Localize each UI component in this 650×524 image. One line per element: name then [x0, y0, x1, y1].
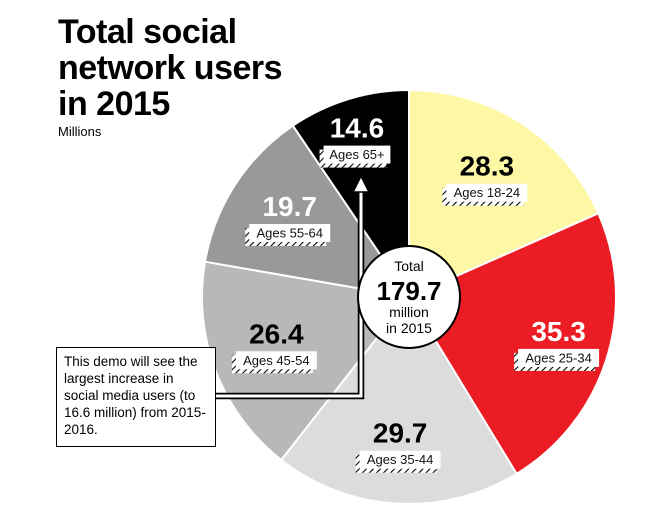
center-total-unit: million	[389, 304, 429, 320]
pie-slice-ages-25-34	[407, 212, 617, 476]
slice-value-ages-18-24: 28.3	[460, 151, 515, 182]
slice-value-ages-45-54: 26.4	[249, 318, 304, 349]
slice-label-box-ages-25-34	[518, 348, 600, 367]
pie-slice-ages-65	[291, 88, 410, 301]
slice-label-box-ages-65	[323, 145, 391, 164]
slice-label-ages-25-34: Ages 25-34	[525, 350, 592, 365]
callout-box: This demo will see the largest increase …	[56, 347, 216, 447]
slice-value-ages-25-34: 35.3	[531, 316, 586, 347]
slice-label-ages-65: Ages 65+	[329, 147, 384, 162]
slice-label-box-ages-35-44	[359, 450, 441, 469]
callout-text: This demo will see the largest increase …	[64, 354, 206, 437]
pie-labels: 28.3 Ages 18-24 35.3 Ages 25-34 29.7 Ages 35-…	[231, 113, 600, 473]
slice-label-ages-18-24: Ages 18-24	[454, 185, 521, 200]
slice-label-ages-35-44: Ages 35-44	[367, 452, 434, 467]
center-total-value: 179.7	[376, 276, 441, 306]
chart-title: Total social network users in 2015	[58, 13, 283, 123]
chart-title-line-1: Total social	[58, 13, 237, 51]
pie-slice-ages-35-44	[279, 295, 518, 505]
slice-value-ages-55-64: 19.7	[262, 191, 317, 222]
slice-label-box-ages-55-64	[249, 223, 331, 242]
chart-title-line-3: in 2015	[58, 85, 170, 123]
slice-label-box-ages-45-54	[235, 351, 317, 370]
slice-value-ages-65: 14.6	[330, 113, 385, 144]
slice-label-ages-45-54: Ages 45-54	[243, 353, 310, 368]
slice-label-ages-55-64: Ages 55-64	[256, 225, 323, 240]
center-total-line1: Total	[394, 258, 424, 274]
slice-value-ages-35-44: 29.7	[373, 418, 428, 449]
slice-label-box-ages-18-24	[446, 183, 528, 202]
callout-arrow	[216, 174, 371, 400]
center-total-badge: Total 179.7 million in 2015	[357, 245, 461, 349]
chart-title-line-2: network users	[58, 49, 283, 87]
center-total-year: in 2015	[386, 320, 432, 336]
chart-subtitle: Millions	[58, 124, 102, 139]
